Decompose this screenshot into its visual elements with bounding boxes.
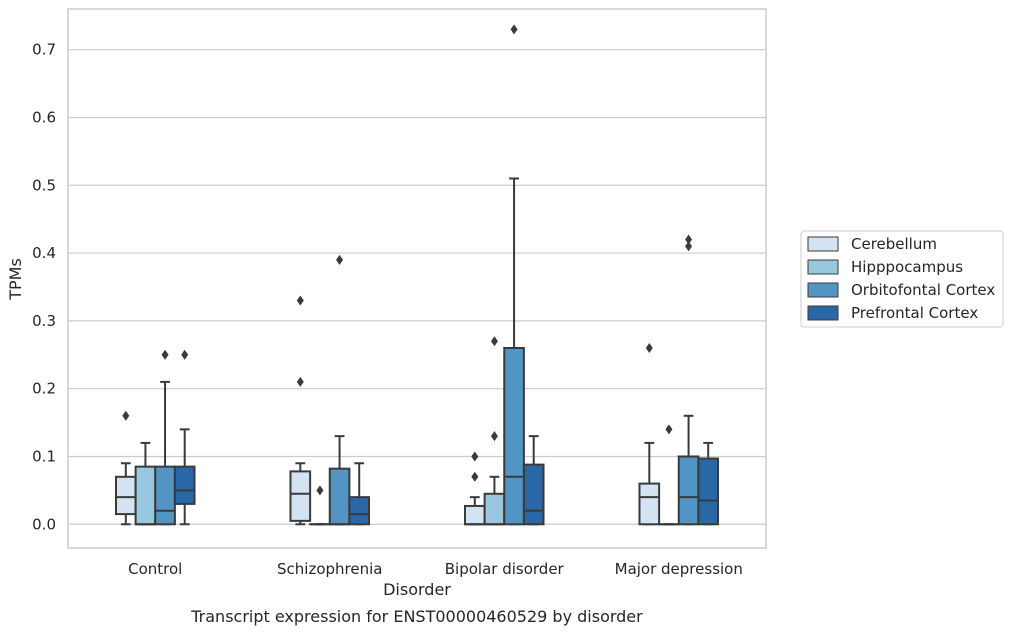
box-iqr [154,465,176,526]
outlier-point [645,342,653,353]
outlier-point [490,336,498,347]
legend-swatch [807,259,839,275]
box-iqr [134,465,157,526]
x-tick-label: Schizophrenia [277,560,382,578]
outlier-point [490,431,498,442]
x-tick-label: Bipolar disorder [445,560,565,578]
outlier-point [122,410,130,421]
box-iqr [503,346,525,526]
box-cerebellum [463,451,486,526]
outlier-point [181,349,189,360]
outlier-point [471,451,479,462]
box-iqr [173,465,196,505]
y-axis-title: TPMs [6,258,25,301]
gridlines [68,49,766,525]
y-tick-label: 0.4 [32,244,56,262]
legend-label: Hipppocampus [851,258,963,276]
legend-swatch [807,236,839,252]
y-tick-label: 0.1 [32,447,56,465]
box-cerebellum [638,342,661,526]
legend-swatch [807,305,839,321]
box-hipppocampus [134,441,157,526]
box-prefrontal-cortex [522,435,545,526]
outlier-point [665,424,673,435]
box-iqr [522,463,545,526]
box-prefrontal-cortex [697,441,720,526]
x-tick-label: Control [128,560,182,578]
x-tick-labels: Control Schizophrenia Bipolar disorder Majo… [128,560,743,578]
box-iqr [638,482,661,526]
legend-swatch [807,282,839,298]
y-tick-labels: 0.0 0.1 0.2 0.3 0.4 0.5 0.6 0.7 [32,41,56,534]
y-tick-label: 0.3 [32,312,56,330]
box-iqr [463,504,486,526]
box-prefrontal-cortex [348,462,371,526]
box-iqr [483,492,506,526]
y-tick-label: 0.2 [32,380,56,398]
outlier-point [471,471,479,482]
y-tick-label: 0.5 [32,176,56,194]
outlier-point [161,349,169,360]
legend-frame [800,230,1004,328]
box-orbitofontal-cortex [503,24,525,526]
x-axis-title: Disorder [383,580,451,599]
box-orbitofontal-cortex [677,234,700,526]
legend-label: Cerebellum [851,235,937,253]
box-hipppocampus [658,424,680,526]
outlier-point [296,376,304,387]
box-iqr [697,457,720,526]
y-tick-label: 0.7 [32,41,56,59]
box-prefrontal-cortex [173,349,196,526]
outlier-point [316,485,324,496]
outlier-point [336,254,344,265]
outlier-point [510,24,518,35]
box-hipppocampus [309,485,331,526]
plot-frame [67,8,767,549]
box-cerebellum [289,295,312,526]
box-cerebellum [114,410,137,526]
outlier-point [685,241,693,252]
box-orbitofontal-cortex [328,254,351,526]
outlier-point [296,295,304,306]
boxes [114,24,720,526]
box-iqr [114,475,137,516]
legend-label: Orbitofontal Cortex [851,281,995,299]
legend: Cerebellum Hipppocampus Orbitofontal Corte… [800,230,1004,328]
box-iqr [328,467,351,526]
box-iqr [289,470,312,522]
box-iqr [348,496,371,526]
figure-caption: Transcript expression for ENST0000046052… [190,607,643,626]
y-tick-label: 0.6 [32,108,56,126]
legend-label: Prefrontal Cortex [851,304,978,322]
x-tick-label: Major depression [615,560,743,578]
box-orbitofontal-cortex [154,349,176,526]
box-hipppocampus [483,336,506,526]
outlier-point [685,234,693,245]
box-iqr [677,455,700,526]
y-tick-label: 0.0 [32,515,56,533]
